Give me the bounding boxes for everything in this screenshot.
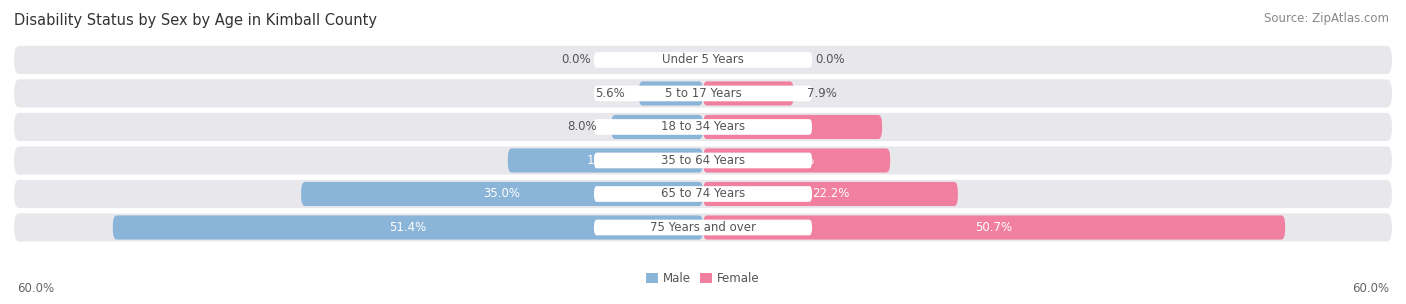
FancyBboxPatch shape xyxy=(638,81,703,105)
FancyBboxPatch shape xyxy=(593,52,813,68)
Text: 7.9%: 7.9% xyxy=(807,87,838,100)
Text: 5 to 17 Years: 5 to 17 Years xyxy=(665,87,741,100)
FancyBboxPatch shape xyxy=(14,113,1392,141)
FancyBboxPatch shape xyxy=(593,186,813,202)
Text: 35 to 64 Years: 35 to 64 Years xyxy=(661,154,745,167)
Text: 0.0%: 0.0% xyxy=(561,54,591,67)
FancyBboxPatch shape xyxy=(593,119,813,135)
Text: 18 to 34 Years: 18 to 34 Years xyxy=(661,120,745,133)
FancyBboxPatch shape xyxy=(508,148,703,173)
FancyBboxPatch shape xyxy=(593,153,813,168)
Text: 35.0%: 35.0% xyxy=(484,188,520,200)
Text: 22.2%: 22.2% xyxy=(811,188,849,200)
Text: Source: ZipAtlas.com: Source: ZipAtlas.com xyxy=(1264,12,1389,25)
FancyBboxPatch shape xyxy=(703,216,1285,240)
Text: Under 5 Years: Under 5 Years xyxy=(662,54,744,67)
FancyBboxPatch shape xyxy=(112,216,703,240)
FancyBboxPatch shape xyxy=(703,148,890,173)
FancyBboxPatch shape xyxy=(703,182,957,206)
FancyBboxPatch shape xyxy=(703,81,794,105)
Text: 51.4%: 51.4% xyxy=(389,221,426,234)
FancyBboxPatch shape xyxy=(612,115,703,139)
FancyBboxPatch shape xyxy=(703,115,882,139)
FancyBboxPatch shape xyxy=(593,86,813,101)
Text: 8.0%: 8.0% xyxy=(568,120,598,133)
Text: 60.0%: 60.0% xyxy=(1353,282,1389,295)
Text: 0.0%: 0.0% xyxy=(815,54,845,67)
Text: 16.3%: 16.3% xyxy=(778,154,815,167)
Text: 65 to 74 Years: 65 to 74 Years xyxy=(661,188,745,200)
Text: 15.6%: 15.6% xyxy=(773,120,811,133)
FancyBboxPatch shape xyxy=(14,79,1392,108)
FancyBboxPatch shape xyxy=(301,182,703,206)
FancyBboxPatch shape xyxy=(14,213,1392,242)
FancyBboxPatch shape xyxy=(14,46,1392,74)
Text: 5.6%: 5.6% xyxy=(595,87,624,100)
FancyBboxPatch shape xyxy=(593,220,813,235)
Text: 60.0%: 60.0% xyxy=(17,282,53,295)
Text: Disability Status by Sex by Age in Kimball County: Disability Status by Sex by Age in Kimba… xyxy=(14,13,377,28)
FancyBboxPatch shape xyxy=(14,147,1392,174)
Text: 17.0%: 17.0% xyxy=(586,154,624,167)
FancyBboxPatch shape xyxy=(14,180,1392,208)
Legend: Male, Female: Male, Female xyxy=(641,268,765,290)
Text: 75 Years and over: 75 Years and over xyxy=(650,221,756,234)
Text: 50.7%: 50.7% xyxy=(976,221,1012,234)
